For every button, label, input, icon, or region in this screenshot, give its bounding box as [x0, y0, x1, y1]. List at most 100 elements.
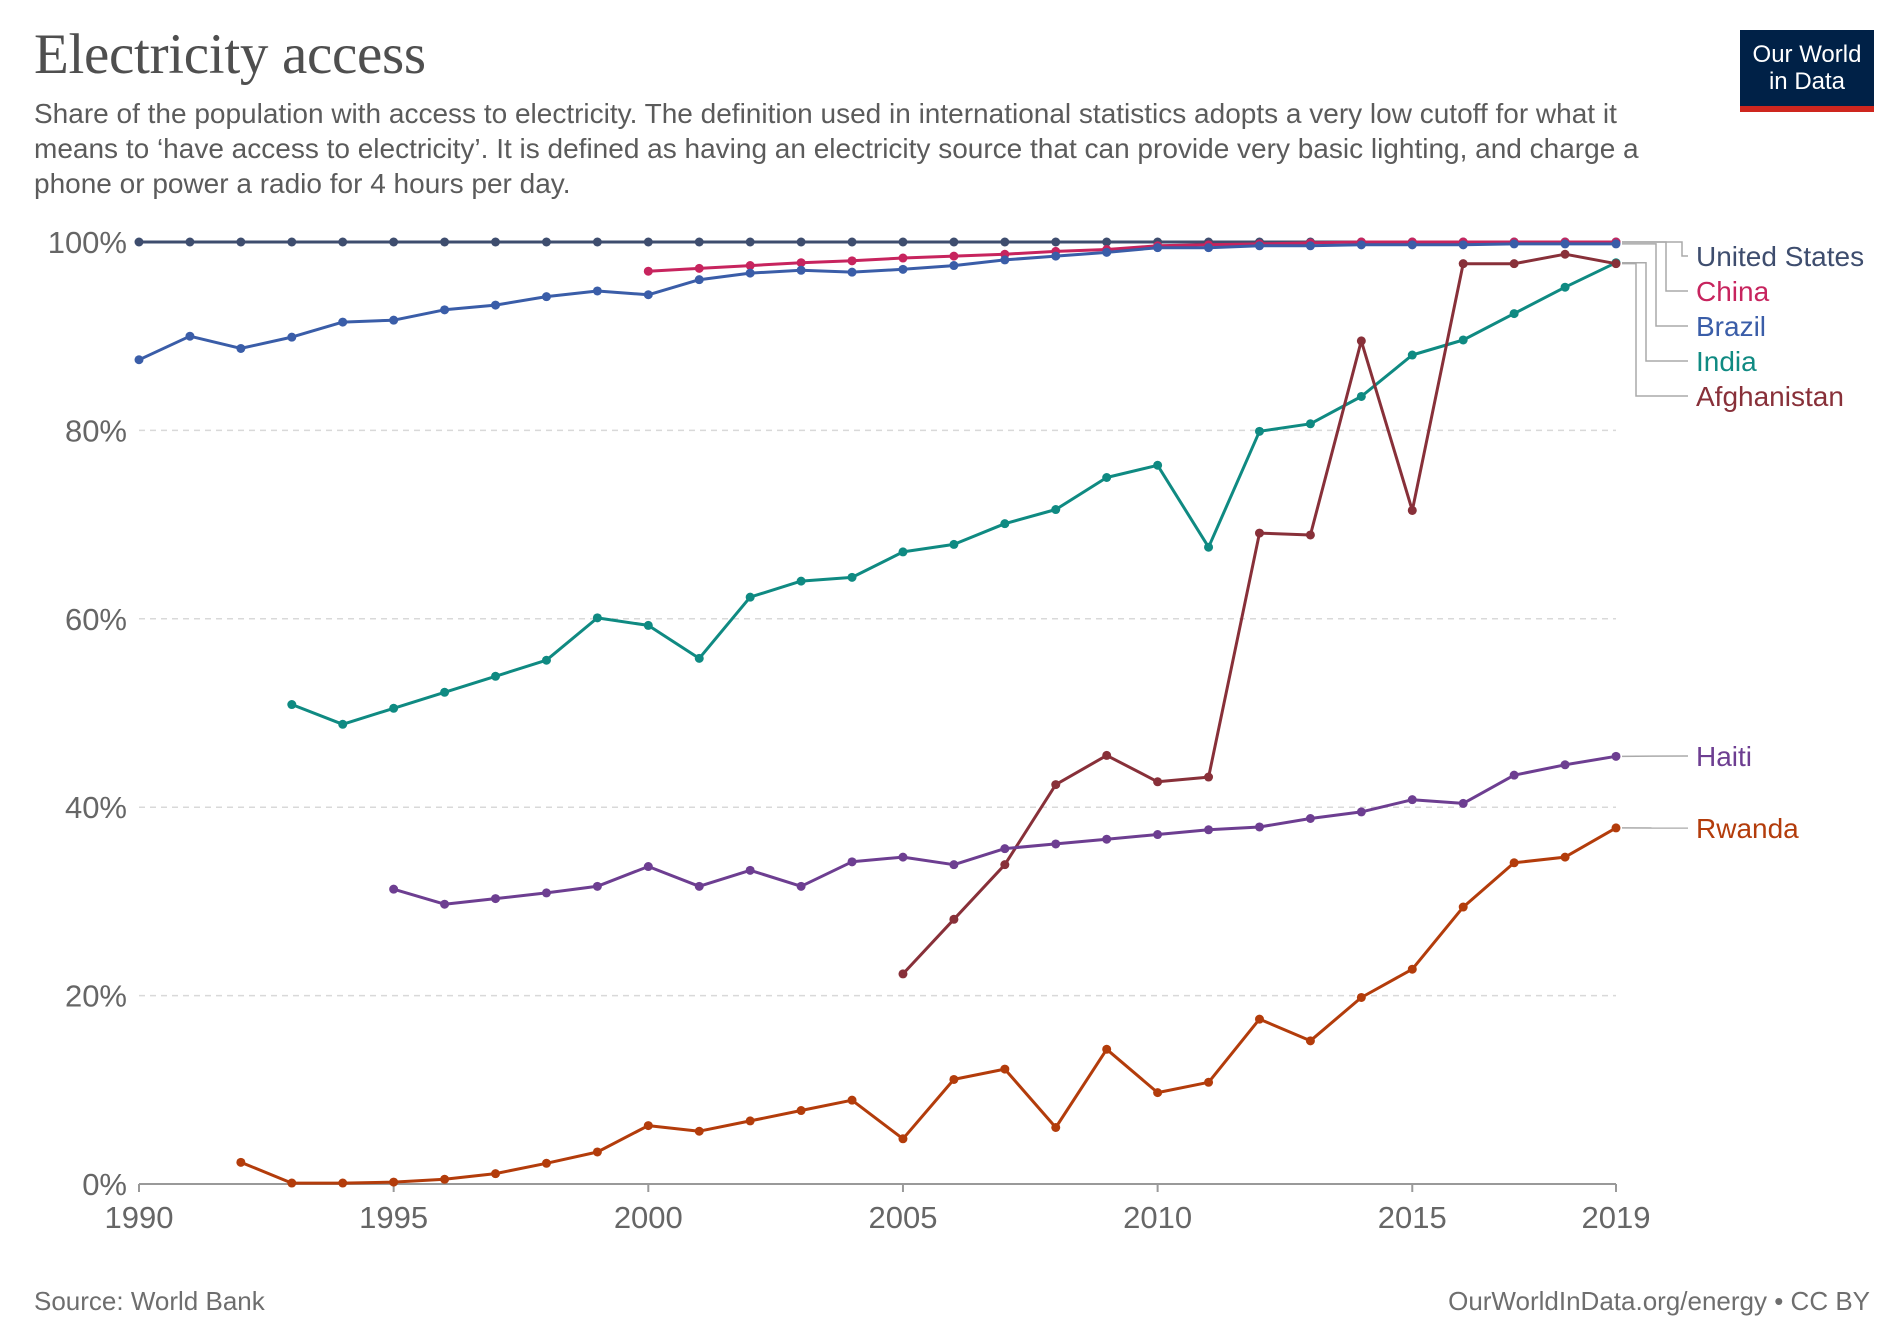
- data-point-haiti: [389, 884, 399, 894]
- data-point-brazil: [1153, 243, 1163, 253]
- data-point-india: [1509, 309, 1519, 319]
- data-point-rwanda: [592, 1147, 602, 1157]
- y-tick-label: 20%: [65, 979, 127, 1014]
- x-tick-label: 1990: [105, 1200, 174, 1235]
- data-point-haiti: [898, 852, 908, 862]
- data-point-brazil: [1051, 251, 1061, 261]
- data-point-brazil: [1560, 239, 1570, 249]
- data-point-united-states: [643, 237, 653, 247]
- data-point-brazil: [1204, 243, 1214, 253]
- x-tick-label: 2000: [614, 1200, 683, 1235]
- data-point-haiti: [1407, 795, 1417, 805]
- data-point-haiti: [1305, 814, 1315, 824]
- data-point-rwanda: [1153, 1088, 1163, 1098]
- data-point-india: [898, 547, 908, 557]
- legend-connector-afghanistan: [1622, 262, 1688, 397]
- data-point-rwanda: [1458, 902, 1468, 912]
- data-point-haiti: [1254, 822, 1264, 832]
- data-point-united-states: [236, 237, 246, 247]
- data-point-afghanistan: [1407, 505, 1417, 515]
- data-point-china: [694, 263, 704, 273]
- owid-logo[interactable]: Our World in Data: [1740, 30, 1874, 112]
- credit-link[interactable]: OurWorldInData.org/energy • CC BY: [1448, 1286, 1870, 1316]
- x-tick-label: 2015: [1378, 1200, 1447, 1235]
- data-point-afghanistan: [1509, 259, 1519, 269]
- data-point-haiti: [440, 899, 450, 909]
- data-point-united-states: [491, 237, 501, 247]
- data-point-united-states: [694, 237, 704, 247]
- data-point-rwanda: [949, 1074, 959, 1084]
- data-point-afghanistan: [1000, 860, 1010, 870]
- data-point-united-states: [287, 237, 297, 247]
- data-point-china: [643, 266, 653, 276]
- data-point-rwanda: [1051, 1122, 1061, 1132]
- data-point-rwanda: [1407, 964, 1417, 974]
- data-point-united-states: [185, 237, 195, 247]
- data-point-india: [1407, 350, 1417, 360]
- data-point-brazil: [389, 315, 399, 325]
- data-point-brazil: [491, 300, 501, 310]
- chart-subtitle: Share of the population with access to e…: [34, 98, 1639, 199]
- x-tick-label: 2010: [1123, 1200, 1192, 1235]
- x-tick-label: 2005: [868, 1200, 937, 1235]
- data-point-brazil: [643, 290, 653, 300]
- series-line-india: [290, 261, 1618, 726]
- data-point-rwanda: [1560, 852, 1570, 862]
- data-point-india: [1204, 542, 1214, 552]
- data-point-afghanistan: [1356, 336, 1366, 346]
- gridlines: [139, 241, 1616, 997]
- data-point-india: [643, 620, 653, 630]
- data-point-rwanda: [338, 1178, 348, 1188]
- data-point-rwanda: [1254, 1014, 1264, 1024]
- data-point-haiti: [1560, 760, 1570, 770]
- data-point-brazil: [1356, 240, 1366, 250]
- series-india: [287, 258, 1621, 729]
- data-point-rwanda: [745, 1116, 755, 1126]
- series-line-rwanda: [239, 826, 1618, 1185]
- data-point-india: [847, 572, 857, 582]
- data-point-haiti: [541, 888, 551, 898]
- data-point-india: [796, 576, 806, 586]
- data-point-brazil: [949, 261, 959, 271]
- logo-line-1: Our World: [1752, 41, 1862, 68]
- data-point-india: [1305, 419, 1315, 429]
- data-point-rwanda: [1305, 1036, 1315, 1046]
- data-point-brazil: [134, 355, 144, 365]
- data-point-brazil: [796, 265, 806, 275]
- data-point-haiti: [491, 894, 501, 904]
- data-point-united-states: [134, 237, 144, 247]
- data-point-brazil: [847, 267, 857, 277]
- series-brazil: [134, 239, 1621, 365]
- x-tick-label: 1995: [359, 1200, 428, 1235]
- data-point-rwanda: [491, 1169, 501, 1179]
- y-tick-label: 40%: [65, 790, 127, 825]
- data-point-rwanda: [389, 1177, 399, 1187]
- data-point-brazil: [1305, 241, 1315, 251]
- legend-label-brazil: Brazil: [1696, 311, 1766, 342]
- legend-label-haiti: Haiti: [1696, 741, 1752, 772]
- data-point-india: [1153, 460, 1163, 470]
- data-point-china: [847, 256, 857, 266]
- data-point-brazil: [440, 305, 450, 315]
- legend-label-afghanistan: Afghanistan: [1696, 381, 1844, 412]
- data-point-rwanda: [1611, 823, 1621, 833]
- data-point-haiti: [1153, 830, 1163, 840]
- data-point-haiti: [694, 881, 704, 891]
- data-point-china: [796, 258, 806, 268]
- data-point-india: [745, 592, 755, 602]
- series-rwanda: [236, 823, 1621, 1188]
- legend-label-china: China: [1696, 276, 1770, 307]
- data-point-haiti: [796, 881, 806, 891]
- data-point-haiti: [1051, 839, 1061, 849]
- y-tick-label: 0%: [82, 1167, 127, 1202]
- data-point-haiti: [1204, 825, 1214, 835]
- data-point-afghanistan: [949, 914, 959, 924]
- data-point-haiti: [1000, 844, 1010, 854]
- data-point-united-states: [541, 237, 551, 247]
- data-point-afghanistan: [1153, 777, 1163, 787]
- data-point-rwanda: [287, 1178, 297, 1188]
- data-point-haiti: [643, 862, 653, 872]
- series-haiti: [389, 751, 1621, 909]
- chart-title: Electricity access: [34, 23, 426, 86]
